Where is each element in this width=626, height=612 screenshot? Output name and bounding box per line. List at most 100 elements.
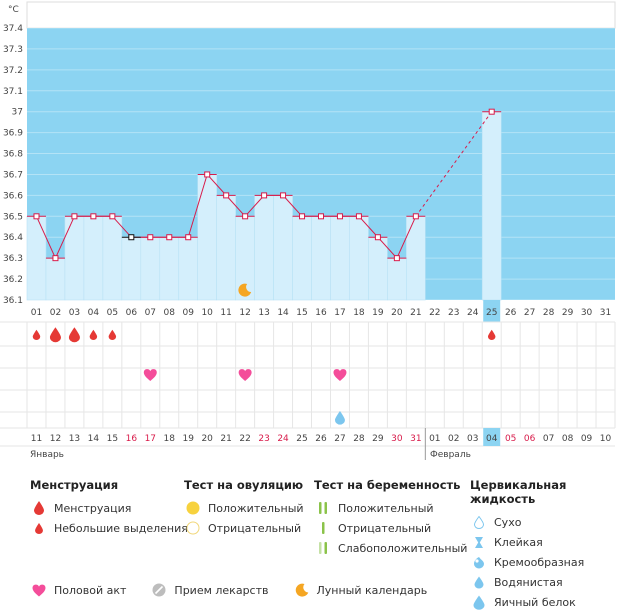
temperature-point — [52, 255, 59, 262]
x-tick-label: 01 — [31, 308, 42, 318]
calendar-date-label: 08 — [562, 434, 574, 444]
spotting-drop — [487, 329, 496, 340]
legend-cervical-creamy: Кремообразная — [494, 555, 585, 569]
x-tick-label: 06 — [126, 308, 138, 318]
legend-ovulation-title: Тест на овуляцию — [184, 478, 304, 492]
temperature-point — [166, 234, 173, 241]
calendar-date-label: 12 — [50, 434, 61, 444]
x-tick-label: 07 — [145, 308, 156, 318]
calendar-date-label: 21 — [220, 434, 231, 444]
fluid-dry-icon — [470, 514, 488, 530]
y-tick-label: 36.4 — [3, 233, 23, 243]
fluid-creamy-icon — [470, 554, 488, 570]
ovulation-positive-icon — [184, 500, 202, 516]
calendar-date-label: 13 — [69, 434, 80, 444]
fluid-watery-icon — [470, 574, 488, 590]
legend-pregnancy-faint: Слабоположительный — [338, 541, 468, 555]
y-tick-label: 36.2 — [3, 275, 23, 285]
calendar-date-label: 31 — [410, 434, 421, 444]
temperature-line — [36, 216, 56, 259]
temperature-point — [318, 213, 324, 220]
fluid-eggwhite-icon — [470, 594, 488, 610]
legend-ovulation: Тест на овуляцию Положительный Отрицател… — [184, 478, 304, 538]
temperature-point — [374, 234, 381, 241]
calendar-date-label: 14 — [88, 434, 100, 444]
y-tick-label: 36.9 — [3, 129, 23, 139]
legend-bottom: Половой акт Прием лекарств Лунный календ… — [30, 580, 427, 600]
cervical-fluid-drop — [334, 411, 345, 425]
temperature-bar — [121, 236, 142, 301]
legend-spotting-item: Небольшие выделения — [54, 521, 188, 535]
temperature-line — [187, 174, 208, 238]
x-tick-label: 14 — [277, 308, 289, 318]
x-tick-label: 17 — [334, 308, 345, 318]
temperature-line — [377, 236, 398, 259]
calendar-current-highlight — [483, 428, 501, 446]
legend-pregnancy: Тест на беременность Положительный Отриц… — [314, 478, 467, 558]
y-tick-label: 36.7 — [3, 170, 23, 180]
drop-small-icon — [30, 520, 48, 536]
calendar-date-label: 24 — [277, 434, 289, 444]
y-tick-label: 36.1 — [3, 296, 23, 306]
drop-large-icon — [30, 500, 48, 516]
pregnancy-faint-icon — [314, 540, 332, 556]
temperature-bar — [140, 236, 161, 301]
calendar-date-label: 25 — [296, 434, 307, 444]
temperature-point — [412, 213, 419, 220]
temperature-bar — [216, 195, 236, 301]
calendar-date-label: 01 — [429, 434, 440, 444]
x-tick-label: 16 — [315, 308, 327, 318]
calendar-date-label: 09 — [581, 434, 593, 444]
legend-pregnancy-negative: Отрицательный — [338, 521, 432, 535]
menstruation-drop — [49, 327, 61, 343]
intercourse-heart — [143, 369, 157, 381]
moon-icon — [238, 283, 252, 297]
temperature-line — [282, 195, 303, 217]
temperature-point — [109, 213, 116, 220]
x-tick-label: 19 — [372, 308, 384, 318]
temperature-line — [358, 215, 379, 238]
temperature-line — [54, 216, 75, 259]
x-tick-label: 04 — [88, 308, 100, 318]
calendar-date-label: 11 — [31, 434, 42, 444]
legend-medication: Прием лекарств — [174, 583, 269, 597]
intercourse-heart — [333, 369, 347, 381]
calendar-date-label: 29 — [372, 434, 384, 444]
x-tick-label: 27 — [524, 308, 535, 318]
y-tick-label: 37.4 — [3, 24, 23, 34]
temperature-point — [280, 192, 287, 199]
legend-menstruation-title: Менструация — [30, 478, 119, 492]
y-unit-label: °C — [8, 5, 19, 15]
y-tick-label: 37.2 — [3, 66, 23, 76]
calendar-date-label: 10 — [600, 434, 612, 444]
fluid-sticky-icon — [470, 534, 488, 550]
legend-cervical-watery: Водянистая — [494, 575, 563, 589]
menstruation-drop — [68, 327, 80, 343]
legend-cervical-eggwhite: Яичный белок — [494, 595, 576, 609]
calendar-date-label: 17 — [145, 434, 156, 444]
temperature-bar — [273, 195, 293, 301]
temperature-bar — [387, 257, 407, 301]
temperature-point — [299, 213, 306, 220]
calendar-date-label: 20 — [201, 434, 213, 444]
temperature-point — [185, 234, 192, 241]
temperature-point — [261, 192, 268, 199]
x-tick-label: 09 — [182, 308, 194, 318]
y-tick-label: 37.3 — [3, 45, 23, 55]
legend-ovulation-negative: Отрицательный — [208, 521, 302, 535]
calendar-date-label: 18 — [164, 434, 176, 444]
menstruation-drop-small — [108, 329, 117, 340]
temperature-point — [355, 213, 362, 220]
temperature-point — [147, 234, 154, 241]
x-tick-label: 26 — [505, 308, 517, 318]
legend-menstruation: Менструация Менструация Небольшие выделе… — [30, 478, 188, 538]
temperature-bar — [254, 195, 274, 301]
legend-cervical: Цервикальная жидкость Сухо Клейкая Кремо… — [470, 478, 626, 612]
calendar-date-label: 16 — [126, 434, 138, 444]
temperature-bar — [45, 257, 66, 301]
pregnancy-positive-icon — [314, 500, 332, 516]
temperature-point — [488, 108, 495, 115]
calendar-date-label: 04 — [486, 434, 498, 444]
calendar-date-label: 03 — [467, 434, 478, 444]
plot-area: 37.4 37.3 37.2 37.1 37 36.9 36.8 36.7 36.6 36.5 36… — [0, 1, 616, 460]
